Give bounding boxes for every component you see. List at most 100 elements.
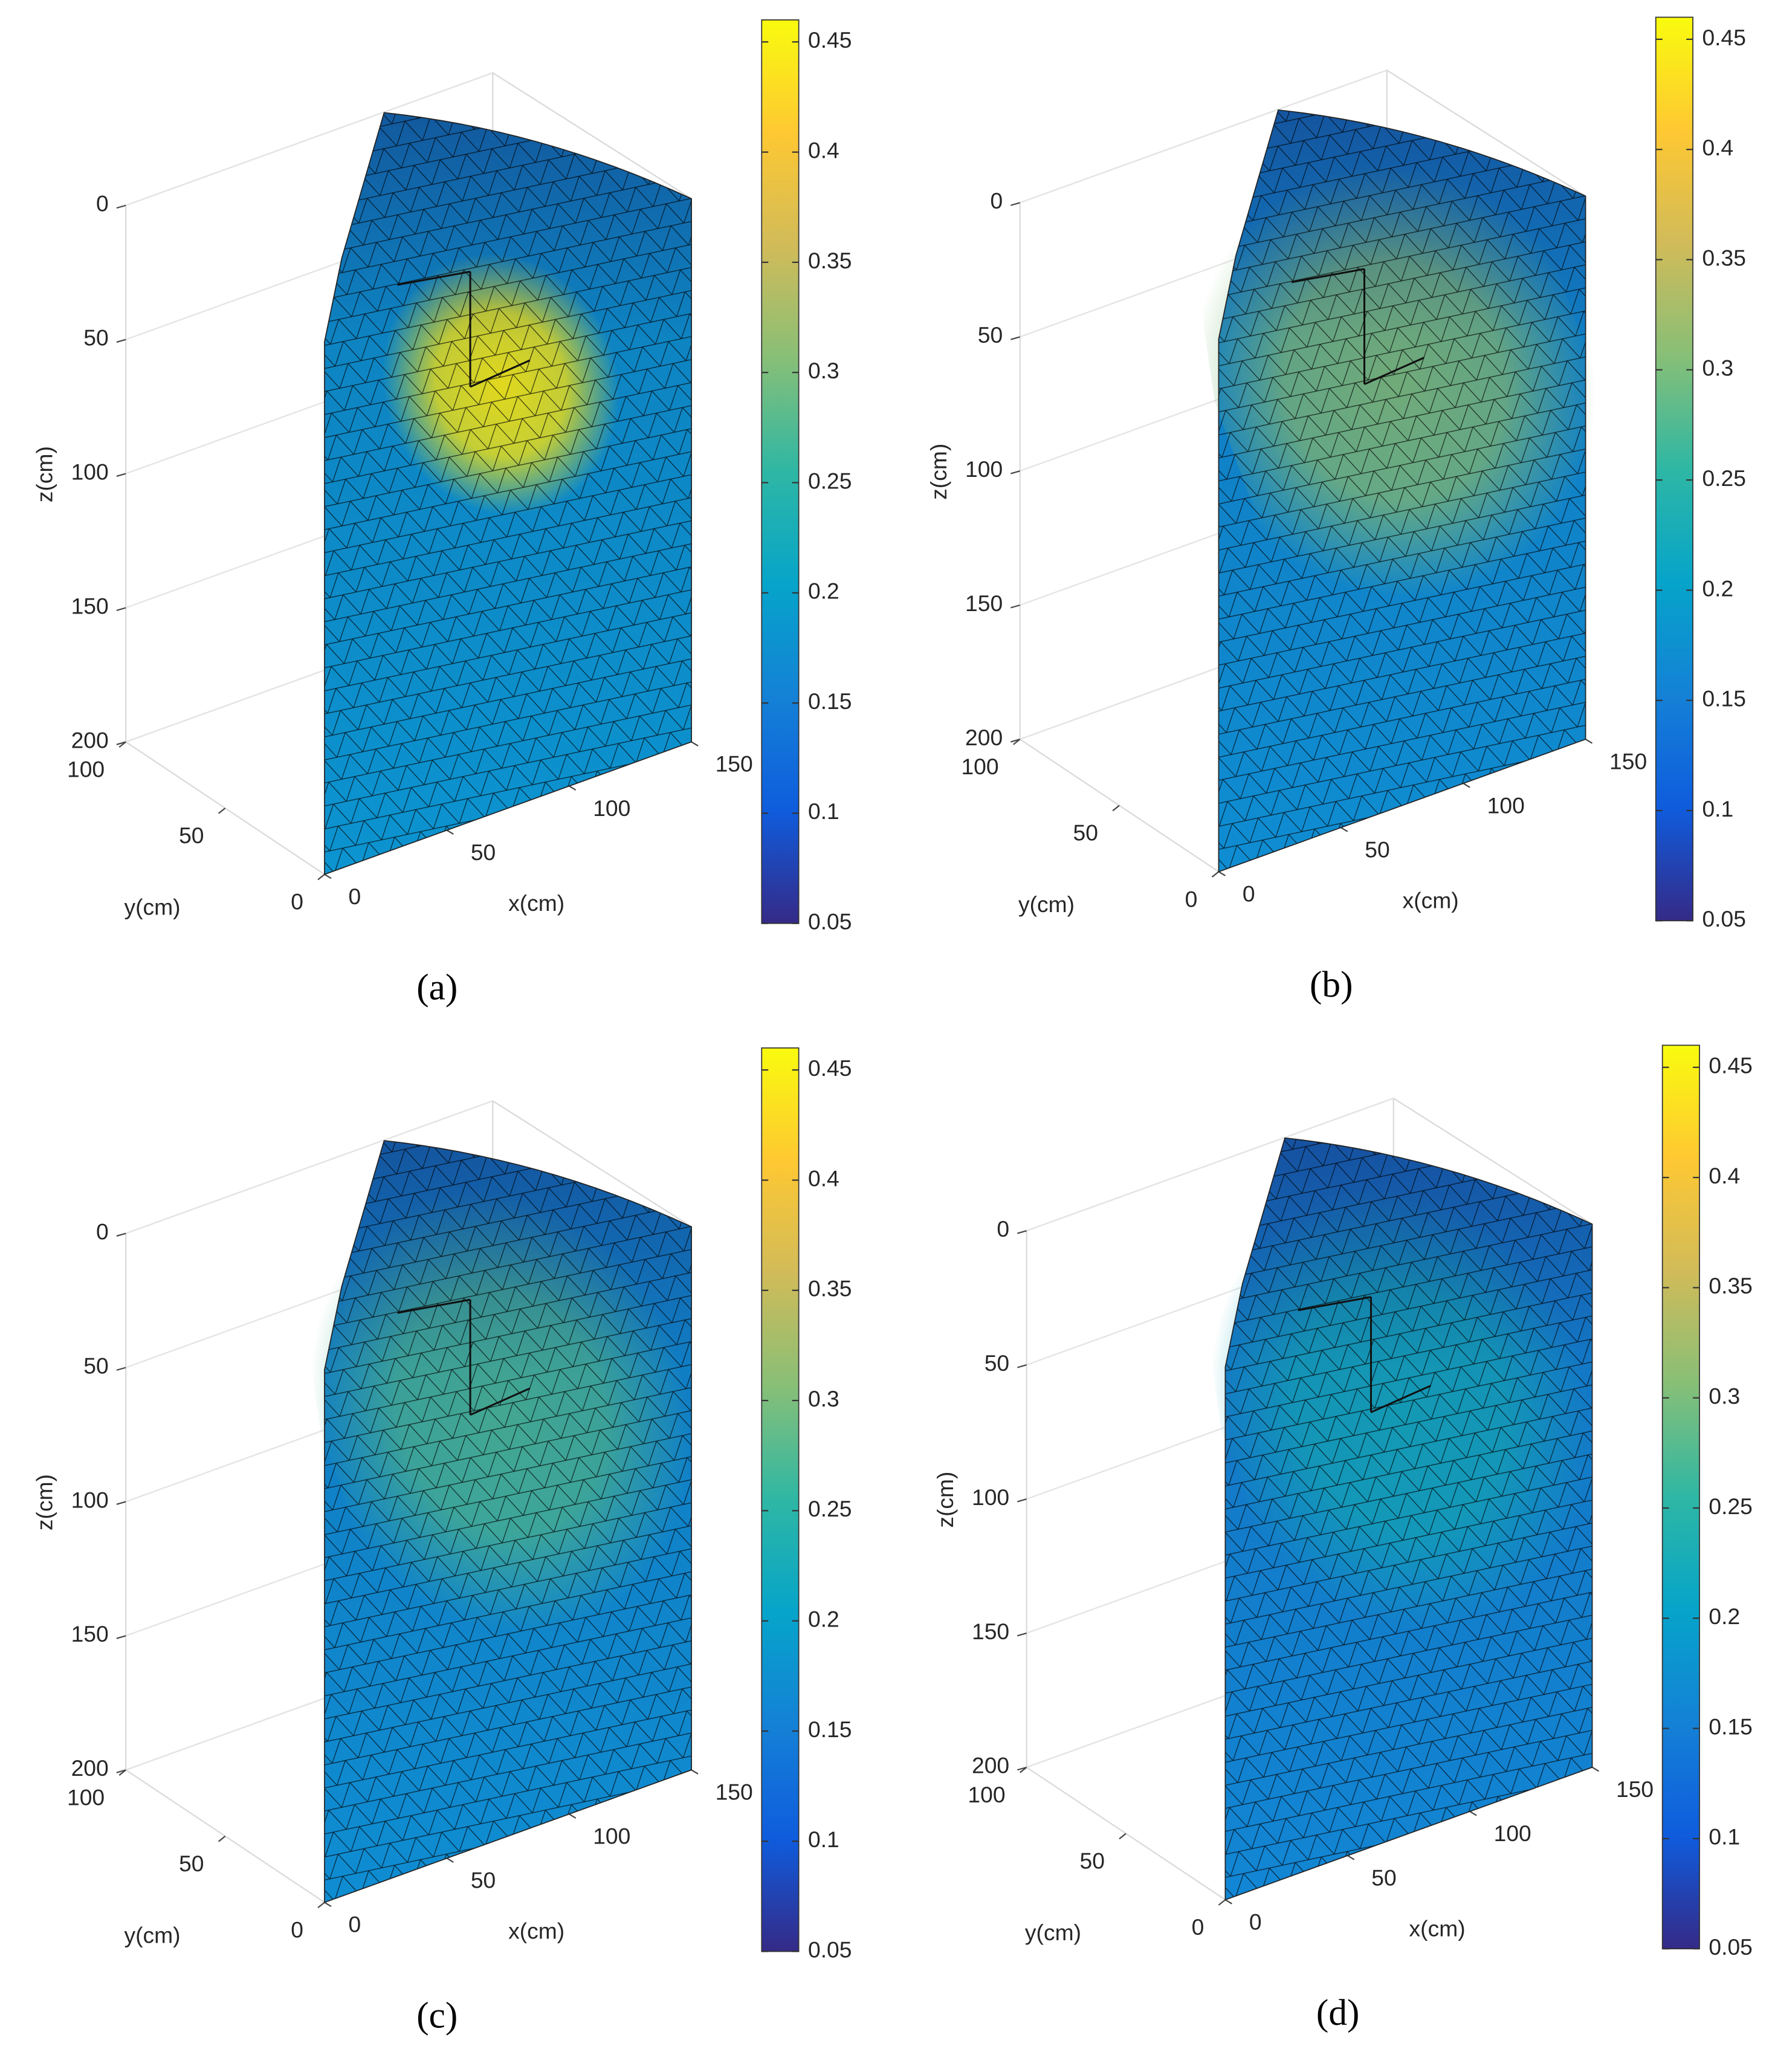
colorbar-tick-label: 0.35	[1702, 245, 1746, 270]
colorbar-tick-label: 0.4	[808, 137, 839, 163]
x-tick-label: 0	[348, 1912, 361, 1937]
x-tick	[324, 1902, 332, 1907]
x-tick-label: 50	[1365, 837, 1389, 862]
colorbar-tick-label: 0.4	[1702, 135, 1733, 160]
mesh	[1225, 1138, 1592, 1900]
colorbar-tick-label: 0.05	[1702, 906, 1746, 931]
x-tick	[324, 873, 332, 879]
panel: 0 50 100 150 200 0 50 100 0 50 100 150 z(cm) y(cm) x(c…	[32, 1047, 852, 2036]
z-tick-label: 0	[96, 1219, 109, 1244]
x-tick-label: 0	[1249, 1909, 1262, 1934]
y-tick-label: 50	[179, 1851, 204, 1876]
z-tick	[1010, 470, 1020, 474]
x-tick-label: 100	[1487, 792, 1525, 818]
z-tick	[1017, 1230, 1027, 1234]
z-tick-label: 0	[997, 1216, 1009, 1242]
y-tick-label: 100	[961, 754, 998, 779]
y-axis-label: y(cm)	[1018, 892, 1075, 917]
z-tick-label: 100	[71, 459, 109, 484]
colorbar-tick-label: 0.2	[1709, 1604, 1740, 1629]
colorbar-tick-label: 0.4	[808, 1165, 839, 1191]
y-tick	[1013, 739, 1021, 745]
panel-label: (b)	[1310, 964, 1353, 1005]
z-tick	[1010, 604, 1020, 609]
colorbar-tick-label: 0.05	[1709, 1934, 1752, 1960]
panel: 0 50 100 150 200 0 50 100 0 50 100 150 z(cm) y(cm) x(c…	[926, 16, 1746, 1005]
z-tick	[116, 473, 126, 478]
x-tick-label: 150	[1609, 748, 1647, 774]
surface-outline	[1224, 1137, 1593, 1901]
panel-label: (d)	[1316, 1992, 1360, 2033]
surface-outline	[324, 1140, 692, 1903]
colorbar	[1661, 1044, 1700, 1950]
y-tick-label: 100	[968, 1782, 1005, 1807]
x-tick	[1224, 1899, 1232, 1905]
colorbar-tick-label: 0.15	[1709, 1714, 1752, 1739]
colorbar-tick-label: 0.35	[808, 1276, 852, 1301]
z-tick-label: 50	[83, 1353, 108, 1378]
x-tick-label: 100	[593, 795, 630, 821]
colorbar-tick-label: 0.4	[1709, 1163, 1740, 1188]
z-axis-label: z(cm)	[926, 444, 951, 500]
x-tick	[569, 1813, 577, 1819]
panel-label: (c)	[416, 1995, 457, 2036]
z-axis-label: z(cm)	[933, 1472, 958, 1528]
y-tick-label: 0	[291, 889, 303, 915]
colorbar-tick-label: 0.15	[1702, 686, 1746, 711]
y-tick-label: 50	[179, 823, 204, 848]
colorbar-tick-label: 0.15	[808, 1717, 852, 1742]
y-tick	[1119, 1833, 1127, 1840]
x-axis-label: x(cm)	[508, 890, 564, 916]
z-tick-label: 150	[71, 1621, 109, 1646]
colorbar-tick-label: 0.1	[1709, 1824, 1740, 1850]
y-axis-label: y(cm)	[1025, 1920, 1081, 1945]
x-tick-label: 50	[471, 1868, 496, 1893]
colorbar-tick-label: 0.45	[1709, 1053, 1752, 1078]
y-tick-label: 0	[1185, 886, 1198, 911]
colorbar	[761, 19, 800, 924]
x-tick-label: 0	[348, 884, 361, 909]
z-tick-label: 50	[978, 322, 1003, 348]
z-tick-label: 200	[71, 727, 109, 753]
colorbar-tick-label: 0.05	[808, 909, 852, 934]
x-tick	[1469, 1810, 1477, 1816]
y-tick	[118, 741, 126, 748]
y-tick-label: 100	[67, 756, 105, 782]
x-tick	[446, 829, 454, 835]
z-tick-label: 200	[71, 1755, 109, 1781]
x-tick-label: 150	[716, 1779, 753, 1805]
z-tick-label: 50	[984, 1350, 1009, 1376]
z-tick-label: 150	[965, 591, 1003, 616]
z-tick-label: 200	[972, 1753, 1009, 1778]
z-tick-label: 150	[71, 593, 109, 618]
x-tick-label: 150	[1616, 1776, 1654, 1802]
y-tick	[118, 1769, 126, 1776]
y-tick-label: 0	[291, 1917, 303, 1942]
z-tick	[1017, 1364, 1027, 1368]
x-tick-label: 100	[1494, 1821, 1531, 1846]
x-tick-label: 0	[1243, 881, 1255, 907]
grid-line	[125, 72, 493, 206]
grid-line	[1020, 70, 1388, 204]
colorbar-tick-label: 0.2	[1702, 575, 1733, 601]
colorbar-tick-label: 0.1	[1702, 796, 1733, 821]
cutout-edges	[1298, 1296, 1431, 1413]
colorbar-tick-label: 0.35	[1709, 1273, 1752, 1298]
y-tick	[1211, 871, 1220, 878]
z-axis-label: z(cm)	[32, 446, 57, 502]
x-tick-label: 150	[716, 751, 753, 777]
z-tick	[116, 1501, 126, 1505]
y-tick	[218, 808, 226, 814]
cutout-edges	[397, 1298, 531, 1416]
z-tick	[116, 338, 126, 343]
y-tick	[1112, 805, 1120, 812]
x-axis-label: x(cm)	[1403, 887, 1459, 913]
y-axis-label: y(cm)	[124, 1922, 181, 1947]
x-tick	[1463, 783, 1470, 788]
mesh	[324, 1141, 692, 1903]
panel-label: (a)	[416, 967, 457, 1008]
y-tick-label: 50	[1073, 820, 1098, 846]
grid-line	[1026, 1097, 1394, 1232]
colorbar-tick-label: 0.25	[808, 468, 852, 493]
